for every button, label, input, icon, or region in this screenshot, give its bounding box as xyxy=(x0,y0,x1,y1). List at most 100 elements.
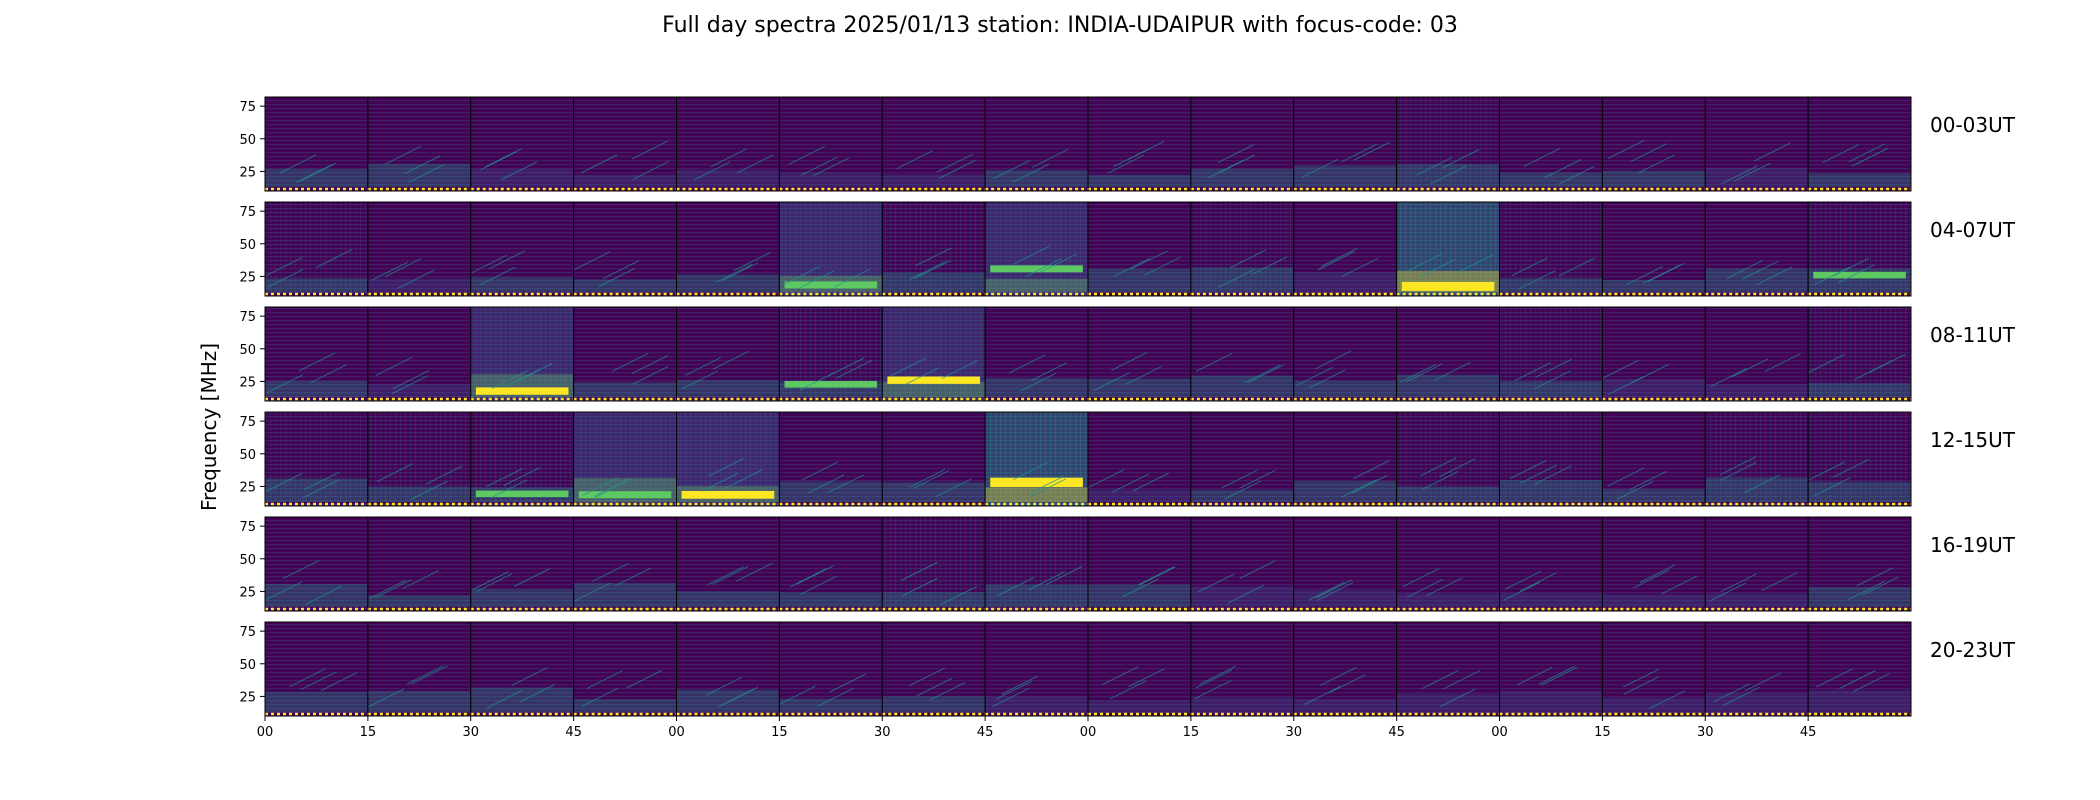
panel-lines xyxy=(1190,622,1294,716)
sweep-line xyxy=(480,151,517,171)
sweep-line xyxy=(1822,144,1859,164)
sweep-line xyxy=(632,161,669,180)
spectrum-panel xyxy=(984,621,1089,717)
sweep-line xyxy=(1139,566,1176,586)
sweep-line xyxy=(914,260,952,279)
low-band xyxy=(1499,593,1603,607)
sweep-line xyxy=(705,677,742,696)
spectrum-panel xyxy=(984,411,1089,507)
sweep-line xyxy=(1012,461,1050,481)
sweep-line xyxy=(1308,369,1346,389)
panel-lines xyxy=(985,307,1088,401)
panel-lines xyxy=(1705,202,1809,296)
spectrum-panel xyxy=(984,306,1089,402)
sweep-line xyxy=(486,689,524,709)
row-label: 16-19UT xyxy=(1930,533,2016,557)
sweep-line xyxy=(1421,471,1459,490)
sweep-line xyxy=(266,374,303,394)
panel-frame xyxy=(1807,306,1912,402)
sweep-line xyxy=(514,567,551,587)
sweep-line xyxy=(1623,675,1660,695)
sweep-line xyxy=(375,357,412,376)
low-band xyxy=(1293,271,1397,292)
x-tick-label: 00 xyxy=(668,725,685,740)
sweep-line xyxy=(1353,141,1390,161)
sweep-line xyxy=(993,160,1030,180)
low-band xyxy=(1190,586,1294,607)
sweep-line xyxy=(1320,247,1358,267)
panel-lines xyxy=(882,622,986,716)
panel-lines xyxy=(1602,202,1706,296)
spectrum-panel xyxy=(367,411,472,507)
low-band xyxy=(1088,268,1191,292)
sweep-line xyxy=(1406,363,1443,383)
low-band xyxy=(265,168,368,187)
emission-streak xyxy=(475,387,569,395)
spectrum-panel xyxy=(367,306,472,402)
sweep-line xyxy=(402,570,440,589)
sweep-line xyxy=(902,367,940,387)
sweep-line xyxy=(1127,141,1165,160)
sweep-line xyxy=(592,562,629,582)
sweep-line xyxy=(1813,477,1851,497)
sweep-line xyxy=(367,688,405,708)
spectrum-panel xyxy=(1807,516,1912,612)
sweep-line xyxy=(470,254,508,274)
sweep-line xyxy=(941,360,978,380)
sweep-line xyxy=(1733,162,1771,182)
low-band xyxy=(676,169,780,187)
panel-frame xyxy=(1807,201,1912,297)
sweep-line xyxy=(1353,460,1390,480)
panel-frame xyxy=(1807,411,1912,507)
panel-bursts xyxy=(470,412,574,506)
sweep-line xyxy=(298,352,336,372)
spectrum-panel xyxy=(1807,306,1912,402)
spectrum-panel xyxy=(984,201,1089,297)
emission-streak xyxy=(578,491,672,499)
sweep-line xyxy=(1457,253,1494,273)
y-tick-label: 50 xyxy=(239,238,256,253)
low-band xyxy=(265,583,368,607)
low-band xyxy=(573,478,677,502)
sweep-line xyxy=(1808,461,1846,481)
panel-bursts xyxy=(1499,202,1603,296)
sweep-line xyxy=(779,685,816,705)
low-band xyxy=(676,591,780,607)
panel-bursts xyxy=(985,517,1088,611)
panel-bursts xyxy=(882,307,986,401)
sweep-line xyxy=(901,561,938,581)
spectrum-panel xyxy=(573,96,677,192)
sweep-line xyxy=(300,671,337,691)
panel-bursts xyxy=(1499,307,1603,401)
sweep-line xyxy=(1125,365,1162,385)
sweep-line xyxy=(707,566,744,586)
sweep-line xyxy=(581,687,619,707)
sweep-line xyxy=(265,472,303,492)
spectrum-panel xyxy=(1499,306,1603,402)
spectrum-panel xyxy=(1293,306,1398,402)
sweep-line xyxy=(1519,572,1556,592)
panel-lines xyxy=(265,517,368,611)
spectrum-panel xyxy=(1087,306,1192,402)
spectrum-panel xyxy=(470,306,575,402)
low-band xyxy=(882,272,986,292)
spectrum-panel xyxy=(881,411,986,507)
emission-streak xyxy=(1401,281,1495,291)
sweep-line xyxy=(282,559,320,579)
sweep-line xyxy=(701,472,739,492)
emission-streak xyxy=(887,376,980,384)
panel-lines xyxy=(1293,622,1397,716)
y-tick-label: 25 xyxy=(239,690,256,705)
panel-frame xyxy=(1807,621,1912,717)
panel-bursts xyxy=(1705,412,1809,506)
sweep-line xyxy=(1816,668,1853,688)
panel-bursts xyxy=(1396,412,1500,506)
low-band xyxy=(1293,698,1397,712)
panel-lines xyxy=(676,307,780,401)
spectrum-panel xyxy=(676,306,780,402)
spectrum-panel xyxy=(573,411,677,507)
low-band xyxy=(265,381,368,397)
spectrum-panel xyxy=(1499,516,1603,612)
sweep-line xyxy=(1503,581,1541,601)
low-band xyxy=(265,278,368,292)
